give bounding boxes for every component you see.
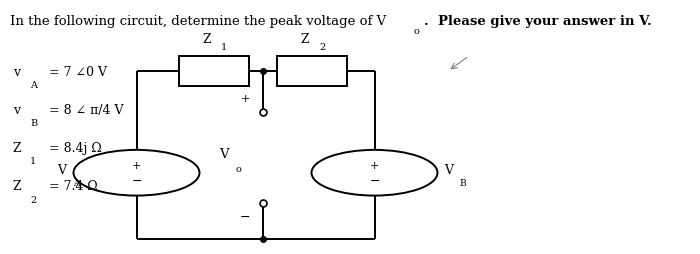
Text: v: v bbox=[13, 66, 20, 79]
Text: Z: Z bbox=[300, 33, 309, 46]
Text: o: o bbox=[235, 165, 241, 174]
Text: V: V bbox=[57, 164, 66, 177]
Text: 2: 2 bbox=[319, 43, 325, 52]
Text: v: v bbox=[13, 104, 20, 117]
Text: In the following circuit, determine the peak voltage of V: In the following circuit, determine the … bbox=[10, 15, 386, 28]
Text: A: A bbox=[30, 81, 37, 90]
Text: = 7.4 Ω: = 7.4 Ω bbox=[45, 180, 97, 193]
Text: = 7 ∠0 V: = 7 ∠0 V bbox=[45, 66, 107, 79]
Text: +: + bbox=[240, 94, 250, 104]
Text: −: − bbox=[239, 211, 251, 224]
Bar bbox=[178, 56, 248, 86]
Text: 2: 2 bbox=[30, 196, 36, 204]
Text: A: A bbox=[74, 179, 80, 188]
Text: −: − bbox=[370, 175, 379, 188]
Text: .  ​Please give your answer in V.: . ​Please give your answer in V. bbox=[424, 15, 652, 28]
Text: +: + bbox=[132, 161, 141, 171]
Text: B: B bbox=[460, 179, 466, 188]
Text: B: B bbox=[30, 119, 37, 128]
Text: Z: Z bbox=[13, 180, 21, 193]
Text: Z: Z bbox=[202, 33, 211, 46]
Text: +: + bbox=[370, 161, 379, 171]
Text: 1: 1 bbox=[30, 157, 36, 166]
Text: = 8 ∠ π/4 V: = 8 ∠ π/4 V bbox=[45, 104, 123, 117]
Text: 1: 1 bbox=[221, 43, 227, 52]
Text: V: V bbox=[444, 164, 454, 177]
Text: V: V bbox=[219, 148, 229, 162]
Text: Z: Z bbox=[13, 142, 21, 155]
Bar bbox=[276, 56, 346, 86]
Text: −: − bbox=[132, 175, 141, 188]
Text: o: o bbox=[414, 27, 419, 36]
Text: = 8.4j Ω: = 8.4j Ω bbox=[45, 142, 102, 155]
